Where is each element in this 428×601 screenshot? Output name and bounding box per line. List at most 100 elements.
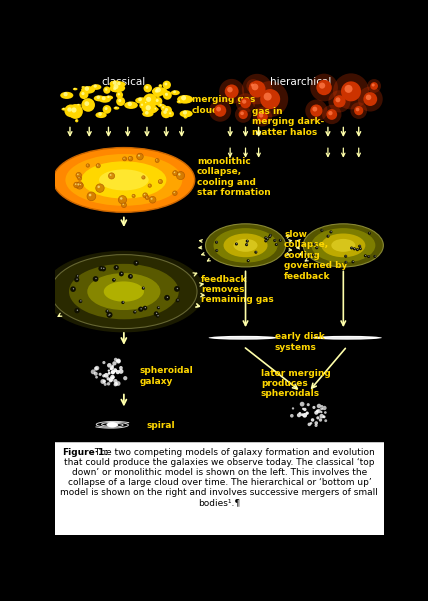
Ellipse shape: [81, 86, 95, 94]
Circle shape: [344, 255, 347, 258]
Ellipse shape: [114, 82, 125, 88]
Circle shape: [104, 107, 107, 110]
Circle shape: [156, 159, 157, 160]
Circle shape: [146, 105, 151, 111]
Circle shape: [155, 159, 159, 162]
Circle shape: [269, 234, 272, 237]
Circle shape: [333, 73, 369, 109]
Text: down’ or monolithic model is shown on the left. This involves the: down’ or monolithic model is shown on th…: [72, 468, 367, 477]
Circle shape: [145, 307, 146, 308]
Circle shape: [121, 273, 122, 274]
Circle shape: [364, 254, 367, 257]
Circle shape: [310, 74, 338, 102]
Circle shape: [313, 254, 314, 255]
Circle shape: [163, 91, 172, 100]
Ellipse shape: [107, 422, 118, 427]
Circle shape: [225, 84, 238, 99]
Circle shape: [236, 243, 237, 244]
Circle shape: [143, 94, 158, 108]
Circle shape: [162, 106, 164, 108]
Circle shape: [113, 87, 116, 90]
Circle shape: [98, 266, 104, 271]
Circle shape: [128, 102, 132, 106]
Circle shape: [107, 377, 110, 380]
Text: hierarchical: hierarchical: [270, 77, 332, 87]
Circle shape: [259, 113, 263, 118]
Circle shape: [104, 383, 107, 386]
Circle shape: [111, 370, 115, 374]
Circle shape: [184, 114, 187, 118]
Ellipse shape: [43, 251, 205, 332]
Circle shape: [321, 230, 323, 231]
Circle shape: [165, 93, 168, 96]
Circle shape: [322, 105, 342, 124]
Circle shape: [118, 99, 122, 102]
Circle shape: [118, 93, 120, 96]
Circle shape: [117, 82, 121, 85]
Circle shape: [63, 92, 68, 96]
Ellipse shape: [208, 336, 278, 340]
Circle shape: [350, 246, 353, 249]
Circle shape: [148, 184, 152, 188]
Circle shape: [113, 279, 115, 280]
Circle shape: [71, 108, 77, 112]
Circle shape: [64, 105, 77, 117]
Circle shape: [146, 197, 147, 198]
Circle shape: [159, 85, 160, 86]
Ellipse shape: [180, 110, 193, 117]
Circle shape: [118, 195, 127, 204]
Circle shape: [78, 177, 80, 178]
Circle shape: [172, 191, 177, 195]
Circle shape: [77, 104, 79, 105]
Ellipse shape: [205, 224, 285, 267]
Circle shape: [307, 423, 311, 426]
Circle shape: [113, 379, 118, 383]
Circle shape: [246, 79, 260, 93]
Circle shape: [158, 84, 162, 88]
Circle shape: [240, 111, 244, 115]
Circle shape: [314, 243, 315, 245]
Circle shape: [320, 407, 323, 410]
Circle shape: [157, 306, 160, 310]
Circle shape: [129, 157, 131, 159]
Circle shape: [165, 108, 168, 111]
Circle shape: [317, 409, 321, 413]
Text: later merging
produces
spheroidals: later merging produces spheroidals: [261, 368, 331, 398]
Circle shape: [354, 248, 355, 249]
Circle shape: [317, 404, 321, 408]
Circle shape: [161, 108, 171, 118]
Circle shape: [116, 381, 121, 386]
Circle shape: [122, 157, 127, 161]
Circle shape: [181, 96, 186, 100]
Circle shape: [96, 184, 104, 192]
Ellipse shape: [111, 87, 121, 93]
Circle shape: [77, 174, 79, 175]
Circle shape: [77, 275, 78, 276]
Text: bodies¹.¶: bodies¹.¶: [198, 498, 241, 507]
Circle shape: [134, 260, 139, 266]
Circle shape: [341, 81, 361, 102]
Circle shape: [252, 84, 259, 90]
Circle shape: [366, 94, 372, 100]
Circle shape: [328, 90, 351, 112]
Ellipse shape: [234, 239, 258, 252]
Ellipse shape: [214, 228, 278, 263]
Ellipse shape: [60, 92, 73, 99]
Circle shape: [123, 157, 125, 159]
Circle shape: [108, 173, 115, 179]
Circle shape: [247, 259, 250, 262]
Circle shape: [96, 163, 100, 168]
Circle shape: [138, 307, 143, 312]
Circle shape: [356, 108, 360, 111]
Circle shape: [95, 376, 98, 379]
Circle shape: [91, 370, 95, 374]
Circle shape: [319, 414, 324, 418]
Circle shape: [80, 300, 82, 302]
Ellipse shape: [73, 88, 77, 90]
Circle shape: [276, 243, 277, 245]
Circle shape: [137, 153, 143, 160]
Circle shape: [113, 81, 117, 85]
Circle shape: [367, 255, 370, 258]
Circle shape: [152, 87, 163, 97]
Ellipse shape: [303, 224, 383, 267]
